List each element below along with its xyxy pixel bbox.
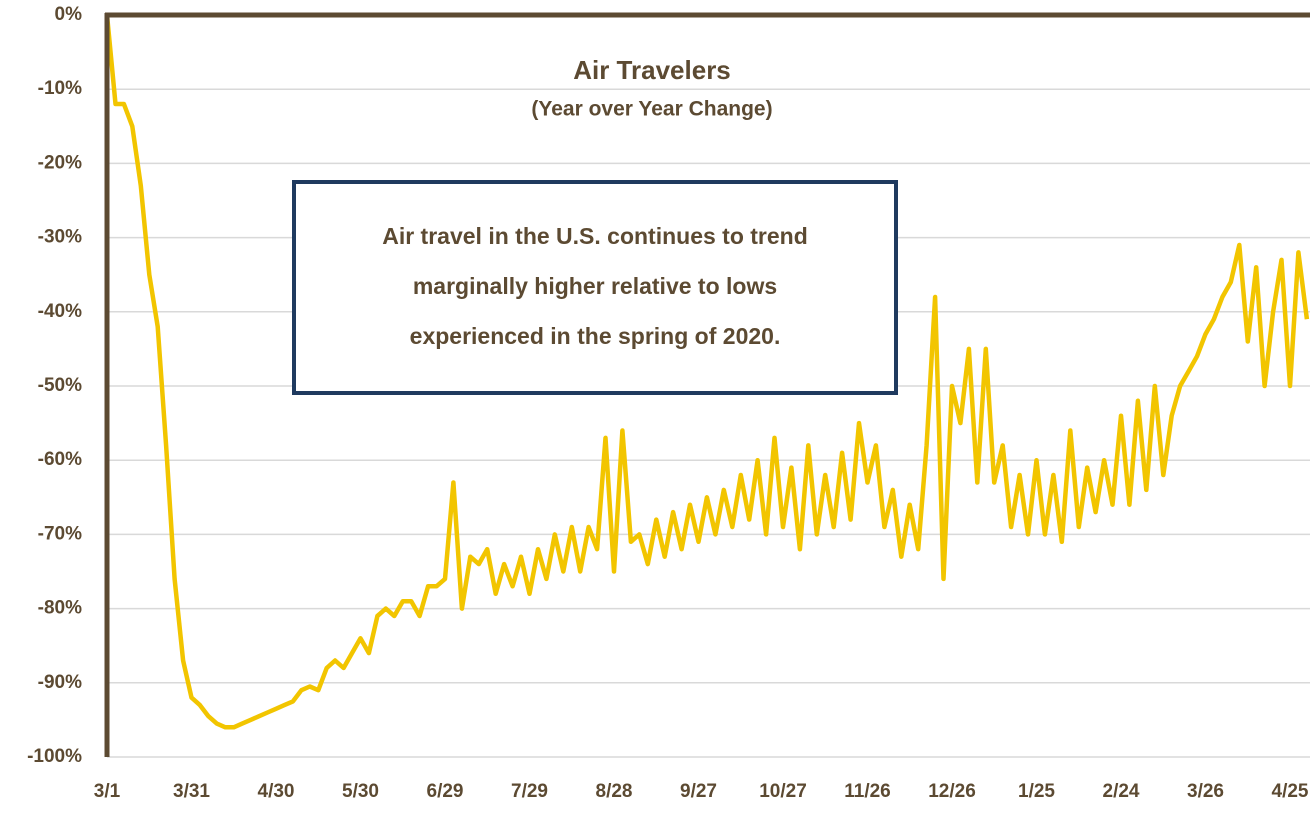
x-tick-label: 11/26 [844,781,891,802]
x-tick-label: 3/31 [173,781,210,802]
x-tick-label: 4/30 [258,781,295,802]
x-tick-label: 6/29 [427,781,464,802]
y-tick-label: -10% [38,78,82,99]
y-tick-label: -50% [38,375,82,396]
y-tick-label: -70% [38,523,82,544]
y-tick-label: -30% [38,227,82,248]
x-tick-label: 1/25 [1018,781,1055,802]
x-tick-label: 10/27 [759,781,807,802]
y-tick-label: -80% [38,598,82,619]
annotation-line: marginally higher relative to lows [413,273,777,299]
x-tick-label: 8/28 [596,781,633,802]
annotation-line: experienced in the spring of 2020. [410,323,781,349]
x-tick-label: 4/25 [1272,781,1309,802]
y-tick-label: -100% [27,746,82,767]
y-tick-label: 0% [55,4,83,25]
x-tick-label: 5/30 [342,781,379,802]
x-tick-label: 7/29 [511,781,548,802]
x-tick-label: 3/1 [94,781,121,802]
annotation-box [292,180,898,395]
data-line [104,14,1310,730]
chart-subtitle: (Year over Year Change) [531,98,772,121]
y-tick-label: -40% [38,301,82,322]
y-tick-label: -90% [38,672,82,693]
y-tick-label: -20% [38,152,82,173]
annotation-line: Air travel in the U.S. continues to tren… [382,223,808,249]
x-tick-label: 9/27 [680,781,717,802]
x-tick-label: 12/26 [928,781,976,802]
x-tick-label: 3/26 [1187,781,1224,802]
y-tick-label: -60% [38,449,82,470]
x-tick-label: 2/24 [1103,781,1140,802]
chart-title: Air Travelers [573,55,731,85]
